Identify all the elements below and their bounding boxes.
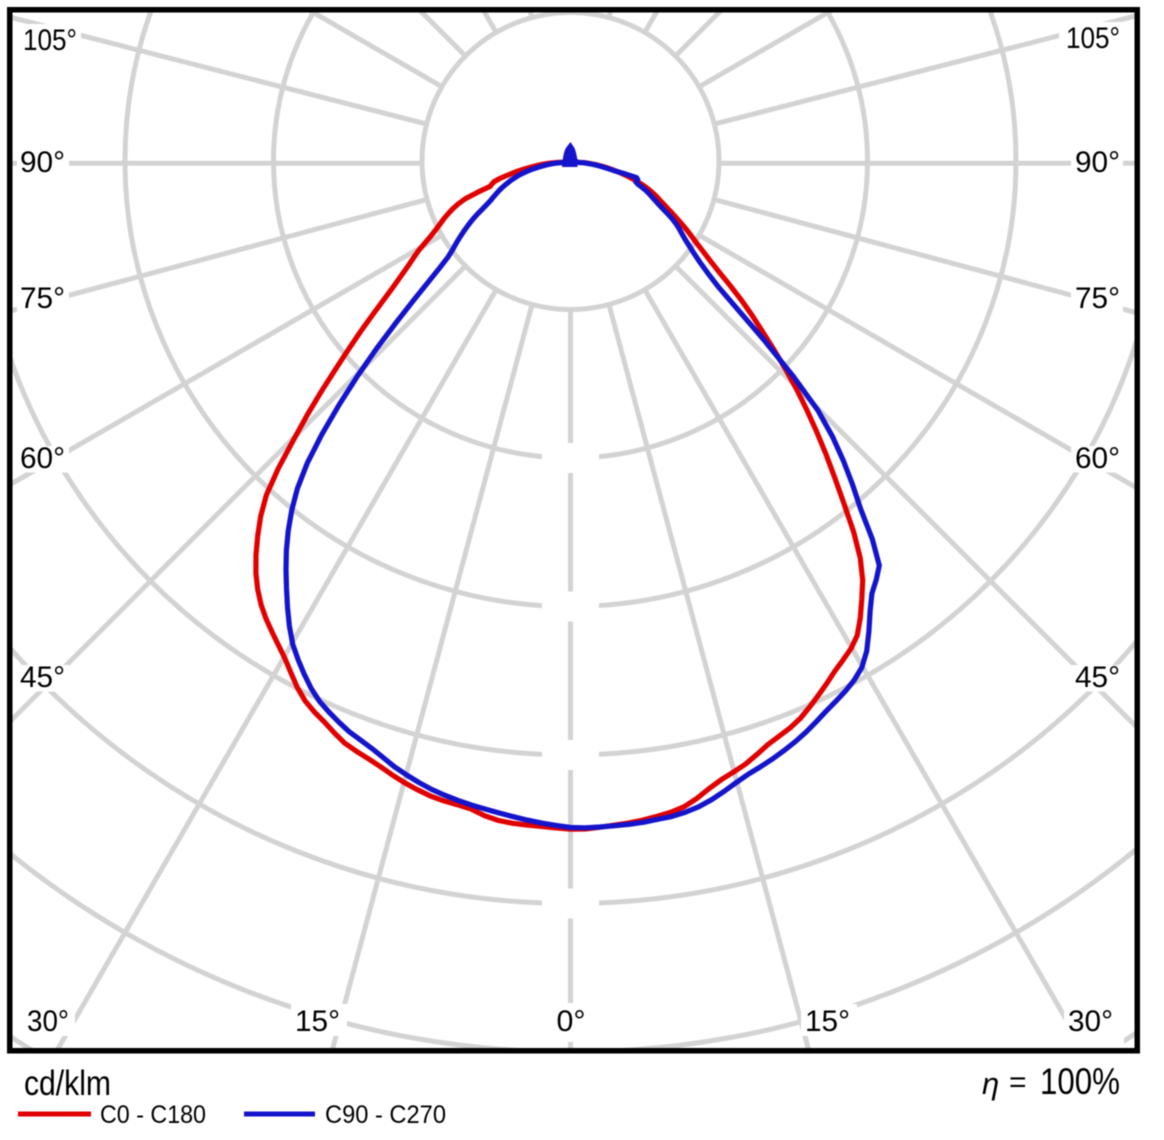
svg-text:90°: 90° <box>1075 146 1120 179</box>
svg-text:cd/klm: cd/klm <box>24 1064 111 1103</box>
svg-text:15°: 15° <box>295 1005 340 1038</box>
svg-text:60°: 60° <box>1075 442 1120 475</box>
svg-text:75°: 75° <box>1075 282 1120 315</box>
svg-text:=: = <box>1009 1066 1027 1099</box>
svg-text:15°: 15° <box>805 1005 850 1038</box>
svg-text:0°: 0° <box>557 1005 586 1038</box>
svg-text:η: η <box>982 1066 999 1101</box>
svg-text:C0 - C180: C0 - C180 <box>100 1101 206 1129</box>
svg-text:105°: 105° <box>23 24 77 57</box>
svg-text:75°: 75° <box>20 282 65 315</box>
svg-text:30°: 30° <box>1068 1005 1113 1038</box>
svg-text:C90 - C270: C90 - C270 <box>325 1101 446 1129</box>
svg-text:30°: 30° <box>27 1005 69 1038</box>
svg-text:45°: 45° <box>20 661 65 694</box>
svg-text:90°: 90° <box>20 146 65 179</box>
svg-text:60°: 60° <box>20 442 65 475</box>
svg-text:105°: 105° <box>1066 22 1120 55</box>
svg-text:45°: 45° <box>1075 661 1120 694</box>
svg-text:100%: 100% <box>1040 1060 1120 1102</box>
